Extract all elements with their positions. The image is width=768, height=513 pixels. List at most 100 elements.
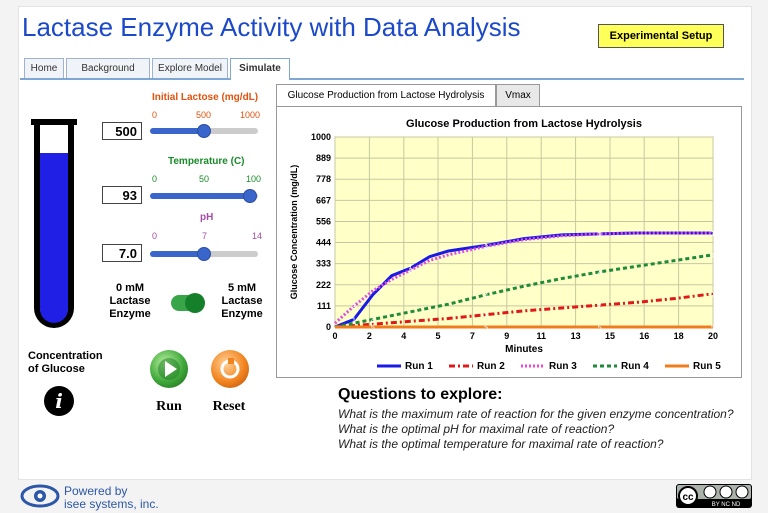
tab-background[interactable]: Background [66, 58, 150, 78]
series-marker-1: 1 [711, 231, 715, 238]
temperature-slider-fill [150, 193, 251, 199]
enzyme-on-label: 5 mM Lactase Enzyme [221, 282, 263, 320]
questions-panel: Questions to explore: What is the maximu… [338, 386, 738, 452]
x-tick-label: 0 [332, 331, 337, 341]
enzyme-toggle-knob[interactable] [185, 293, 205, 313]
x-tick-label: 4 [401, 331, 406, 341]
lactose-input[interactable]: 500 [102, 122, 142, 140]
x-axis-label: Minutes [505, 344, 543, 355]
legend-label-2: Run 2 [477, 361, 505, 372]
concentration-label: Concentration of Glucose [28, 350, 103, 375]
series-marker-5: 5 [371, 325, 375, 332]
glucose-chart: Glucose Production from Lactose Hydrolys… [289, 118, 721, 372]
play-icon [158, 358, 180, 380]
reset-button[interactable] [211, 350, 249, 388]
cc-license-icon: cc BY NC ND [677, 485, 751, 508]
x-tick-label: 18 [674, 331, 684, 341]
question-item: What is the maximum rate of reaction for… [338, 407, 734, 421]
lactose-slider[interactable] [150, 124, 258, 138]
series-marker-3: 3 [711, 231, 715, 238]
ph-label: pH [200, 212, 214, 223]
question-item: What is the optimal pH for maximal rate … [338, 422, 615, 436]
tab-vmax[interactable]: Vmax [496, 84, 540, 106]
glucose-level-fill [40, 153, 68, 323]
nav-tabbar: Home Background Explore Model Simulate [20, 58, 744, 80]
temperature-label: Temperature (C) [168, 156, 245, 167]
y-tick-label: 0 [326, 322, 331, 332]
legend-label-4: Run 4 [621, 361, 649, 372]
x-tick-label: 20 [708, 331, 718, 341]
temperature-tick-mid: 50 [199, 174, 210, 184]
series-marker-3: 3 [352, 304, 356, 311]
temperature-input[interactable]: 93 [102, 186, 142, 204]
y-tick-label: 333 [316, 259, 331, 269]
series-marker-3: 3 [598, 232, 602, 239]
cc-license-badge[interactable]: cc BY NC ND [676, 484, 752, 508]
chart-title: Glucose Production from Lactose Hydrolys… [406, 118, 642, 130]
info-icon[interactable]: i [44, 386, 74, 416]
temperature-tick-min: 0 [152, 174, 158, 184]
series-marker-1: 1 [352, 317, 356, 324]
isee-eye-logo[interactable] [20, 484, 60, 508]
y-tick-label: 889 [316, 153, 331, 163]
ph-slider-fill [150, 251, 204, 257]
reset-label: Reset [212, 399, 246, 414]
enzyme-toggle[interactable] [171, 293, 205, 313]
reset-icon [220, 358, 240, 379]
questions-title: Questions to explore: [338, 386, 503, 403]
series-marker-3: 3 [484, 244, 488, 251]
ph-slider-handle[interactable] [197, 247, 211, 261]
question-item: What is the optimal temperature for maxi… [338, 437, 664, 451]
series-marker-5: 5 [711, 325, 715, 332]
experimental-setup-button[interactable]: Experimental Setup [598, 24, 724, 48]
temperature-slider-handle[interactable] [243, 189, 258, 203]
x-tick-label: 11 [536, 331, 546, 341]
temperature-slider[interactable] [150, 189, 258, 203]
legend-label-3: Run 3 [549, 361, 577, 372]
svg-text:cc: cc [682, 492, 694, 503]
series-marker-2: 2 [598, 303, 602, 310]
y-tick-label: 556 [316, 216, 331, 226]
x-tick-label: 7 [470, 331, 475, 341]
ph-slider[interactable] [150, 247, 258, 261]
legend-label-5: Run 5 [693, 361, 721, 372]
ph-input[interactable]: 7.0 [102, 244, 142, 262]
series-marker-5: 5 [598, 325, 602, 332]
page-title: Lactase Enzyme Activity with Data Analys… [22, 12, 521, 42]
series-marker-1: 1 [598, 232, 602, 239]
lactose-slider-fill [150, 128, 204, 134]
enzyme-off-label: 0 mM Lactase Enzyme [109, 282, 151, 320]
powered-by-link[interactable]: Powered by isee systems, inc. [64, 484, 159, 511]
y-tick-label: 222 [316, 280, 331, 290]
x-tick-label: 16 [639, 331, 649, 341]
temperature-tick-max: 100 [246, 174, 262, 184]
series-line-1 [334, 231, 713, 329]
series-line-4 [334, 253, 714, 329]
tab-glucose-graph[interactable]: Glucose Production from Lactose Hydrolys… [276, 84, 496, 106]
series-line-3 [333, 231, 713, 325]
lactose-tick-max: 1000 [240, 110, 261, 120]
lactose-slider-handle[interactable] [197, 124, 211, 138]
x-tick-label: 5 [435, 331, 440, 341]
y-axis-label: Glucose Concentration (mg/dL) [289, 165, 299, 300]
y-tick-label: 778 [316, 174, 331, 184]
ph-tick-min: 0 [152, 231, 158, 241]
y-tick-label: 667 [316, 195, 331, 205]
tab-home[interactable]: Home [24, 58, 64, 78]
series-marker-4: 4 [484, 293, 488, 300]
x-tick-label: 9 [504, 331, 509, 341]
x-tick-label: 13 [571, 331, 581, 341]
series-marker-3: 3 [409, 268, 413, 275]
lactose-tick-min: 0 [152, 110, 158, 120]
test-tube [34, 120, 74, 328]
series-marker-2: 2 [711, 292, 715, 299]
run-button[interactable] [150, 350, 188, 388]
tab-simulate[interactable]: Simulate [230, 58, 290, 80]
lactose-tick-mid: 500 [196, 110, 212, 120]
tab-explore-model[interactable]: Explore Model [152, 58, 228, 78]
legend-label-1: Run 1 [405, 361, 433, 372]
y-tick-label: 111 [317, 301, 331, 311]
y-tick-label: 444 [316, 238, 331, 248]
lactose-label: Initial Lactose (mg/dL) [152, 92, 259, 103]
ph-tick-mid: 7 [202, 231, 208, 241]
